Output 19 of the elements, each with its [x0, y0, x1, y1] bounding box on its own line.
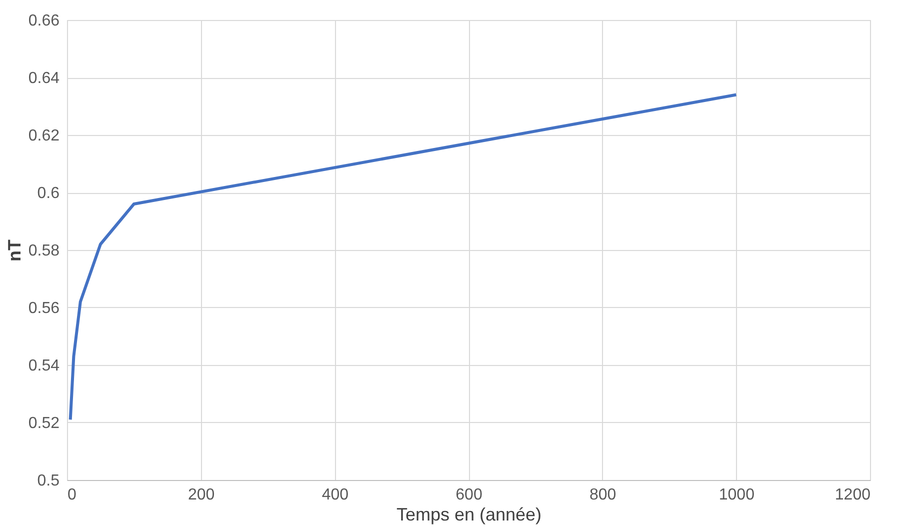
y-tick-label: 0.66 — [28, 12, 60, 30]
x-tick-label: 1000 — [718, 486, 755, 504]
y-tick-label: 0.62 — [28, 128, 60, 144]
y-tick-label: 0.58 — [28, 242, 60, 260]
y-tick-label: 0.5 — [37, 472, 60, 490]
x-axis-title: Temps en (année) — [396, 504, 542, 524]
x-tick-label: 0 — [68, 486, 76, 504]
x-tick-label: 800 — [589, 486, 616, 504]
y-tick-label: 0.54 — [28, 358, 60, 374]
y-tick-label: 0.52 — [28, 415, 60, 432]
y-tick-label: 0.6 — [37, 185, 60, 202]
x-tick-label: 200 — [188, 486, 215, 504]
line-series — [68, 93, 738, 422]
y-tick-label: 0.56 — [28, 300, 60, 317]
y-axis-title: nT — [4, 240, 24, 262]
x-tick-label: 600 — [456, 486, 482, 504]
x-tick-label: 400 — [322, 486, 349, 504]
x-tick-label: 1200 — [834, 486, 871, 504]
y-tick-label: 0.64 — [28, 70, 60, 87]
